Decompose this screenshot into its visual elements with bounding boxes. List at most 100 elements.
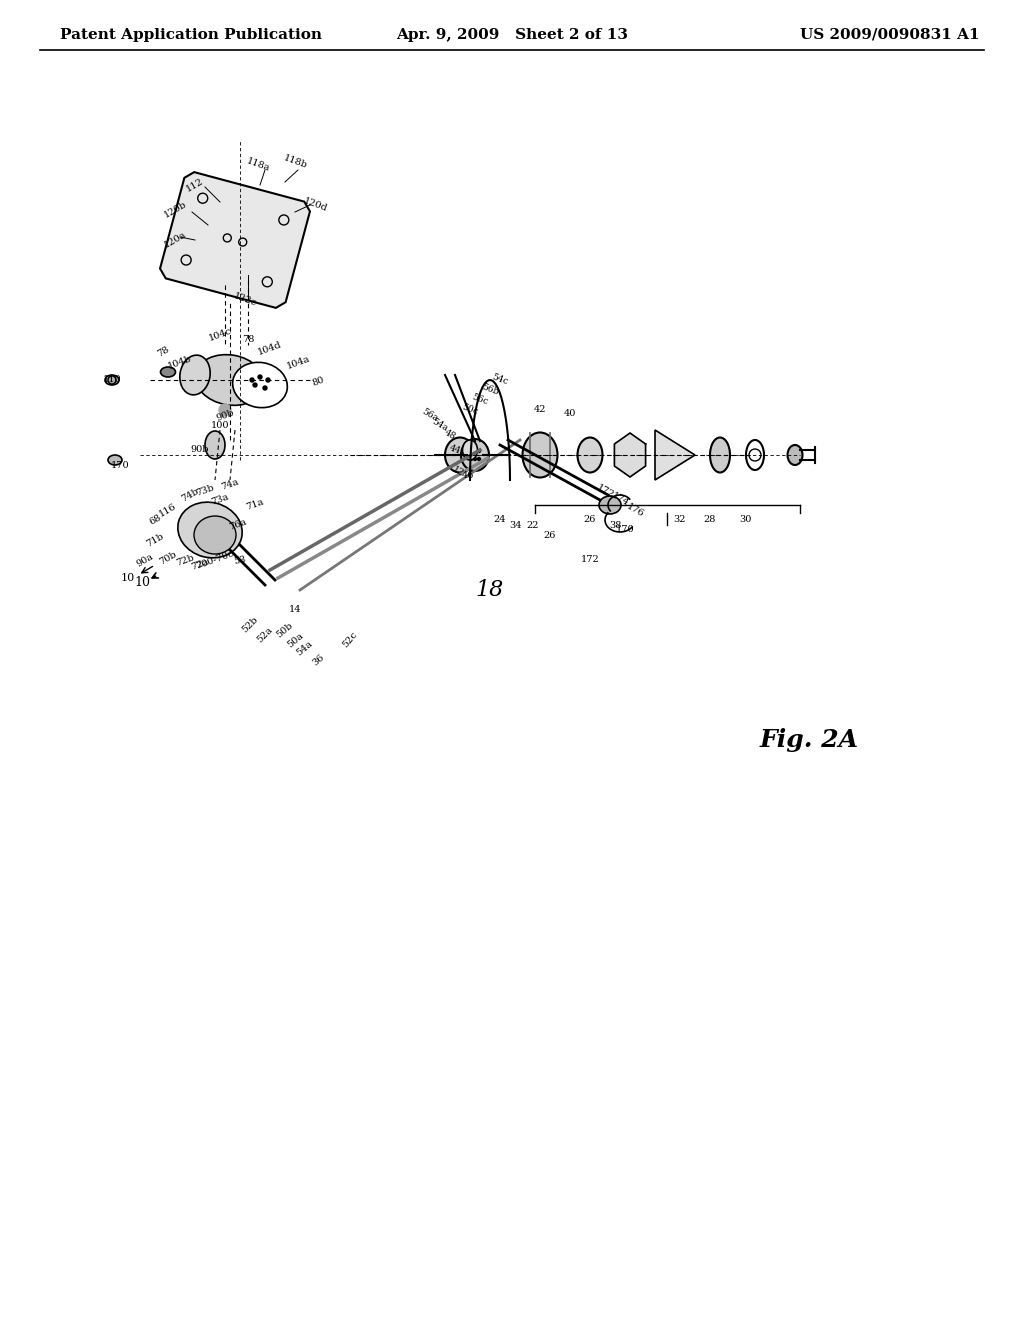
Text: 26: 26 (544, 531, 556, 540)
Text: 50c: 50c (461, 403, 479, 417)
Text: 73a: 73a (210, 492, 230, 507)
Text: 46: 46 (462, 470, 474, 479)
Circle shape (250, 378, 254, 381)
Circle shape (263, 385, 267, 389)
Ellipse shape (787, 445, 803, 465)
Text: 120a: 120a (162, 230, 187, 249)
Text: 52a: 52a (255, 626, 274, 644)
Text: 78: 78 (156, 345, 171, 359)
Ellipse shape (196, 355, 265, 405)
Text: 118b: 118b (282, 153, 308, 170)
Text: 104b: 104b (167, 354, 194, 371)
Text: 54a: 54a (430, 417, 450, 433)
Ellipse shape (522, 433, 557, 478)
Text: 170: 170 (615, 525, 634, 535)
Text: 56a: 56a (421, 407, 439, 424)
Text: 24: 24 (494, 516, 506, 524)
Text: 90b: 90b (190, 446, 209, 454)
Ellipse shape (445, 437, 475, 473)
Text: 56c: 56c (471, 393, 489, 407)
Text: 52b: 52b (241, 615, 260, 635)
Text: 36: 36 (310, 652, 326, 668)
Text: 78: 78 (242, 335, 254, 345)
Text: 34: 34 (509, 520, 521, 529)
Text: 116: 116 (158, 502, 178, 519)
Circle shape (266, 378, 270, 381)
Text: 26: 26 (584, 516, 596, 524)
Text: 28: 28 (703, 516, 716, 524)
Circle shape (469, 450, 472, 453)
Text: 174: 174 (609, 491, 631, 508)
Circle shape (219, 404, 231, 416)
Text: 172: 172 (581, 556, 599, 565)
Text: 74a: 74a (220, 478, 240, 492)
Text: 71b: 71b (144, 532, 165, 549)
Text: 22: 22 (526, 520, 540, 529)
Text: Fig. 2A: Fig. 2A (760, 729, 859, 752)
Text: 700-70c: 700-70c (195, 549, 236, 572)
Ellipse shape (710, 437, 730, 473)
Text: 80: 80 (310, 376, 326, 388)
Text: 10: 10 (121, 573, 135, 583)
Text: 50b: 50b (275, 620, 295, 639)
Text: Patent Application Publication: Patent Application Publication (60, 28, 322, 42)
Ellipse shape (599, 496, 621, 513)
Text: 118a: 118a (245, 157, 271, 173)
Text: 12: 12 (451, 465, 465, 479)
Ellipse shape (746, 440, 764, 470)
Text: 176: 176 (625, 502, 645, 519)
Ellipse shape (205, 432, 225, 459)
Text: 42: 42 (534, 405, 546, 414)
Text: US 2009/0090831 A1: US 2009/0090831 A1 (801, 28, 980, 42)
Text: 120d: 120d (302, 197, 329, 214)
Text: 72b: 72b (175, 553, 196, 568)
Text: 73b: 73b (195, 483, 215, 498)
Polygon shape (655, 430, 695, 480)
Ellipse shape (161, 367, 175, 378)
Ellipse shape (194, 516, 236, 554)
Text: 54a: 54a (295, 639, 314, 657)
Circle shape (473, 458, 476, 461)
Text: 52c: 52c (341, 630, 359, 649)
Ellipse shape (105, 375, 119, 385)
Text: 112: 112 (184, 177, 206, 194)
Text: 170: 170 (111, 461, 129, 470)
Text: 90a: 90a (135, 552, 155, 569)
Circle shape (253, 383, 257, 387)
Circle shape (477, 458, 480, 461)
Ellipse shape (178, 502, 243, 558)
Text: 104a: 104a (285, 354, 311, 371)
Text: 76a: 76a (228, 517, 248, 532)
Text: 54c: 54c (490, 374, 509, 387)
Text: 120b: 120b (162, 199, 188, 220)
Text: 100: 100 (211, 421, 229, 429)
Text: 30: 30 (738, 516, 752, 524)
Text: 53: 53 (233, 554, 247, 565)
Text: 104c: 104c (207, 326, 232, 343)
PathPatch shape (160, 172, 310, 308)
Ellipse shape (578, 437, 602, 473)
Ellipse shape (180, 355, 210, 395)
Circle shape (258, 375, 262, 379)
Ellipse shape (232, 362, 288, 408)
Text: 104d: 104d (257, 339, 284, 356)
Text: 90b: 90b (215, 408, 236, 422)
Text: 74b: 74b (179, 486, 201, 504)
Text: 72a: 72a (189, 557, 210, 573)
Text: 122c: 122c (232, 292, 258, 309)
Text: 110: 110 (102, 375, 121, 384)
Text: 40: 40 (564, 409, 577, 418)
Text: 18: 18 (476, 579, 504, 601)
Text: 10: 10 (134, 577, 150, 590)
Text: 56b: 56b (480, 383, 500, 397)
Text: 172: 172 (595, 483, 615, 500)
Text: 68: 68 (147, 513, 163, 527)
Text: 14: 14 (289, 606, 301, 615)
Text: 71a: 71a (245, 498, 265, 512)
Text: 48: 48 (442, 428, 458, 442)
Ellipse shape (463, 440, 477, 459)
Text: 44: 44 (449, 444, 462, 457)
Text: 38: 38 (609, 520, 622, 529)
Polygon shape (614, 433, 645, 477)
Circle shape (469, 458, 472, 461)
